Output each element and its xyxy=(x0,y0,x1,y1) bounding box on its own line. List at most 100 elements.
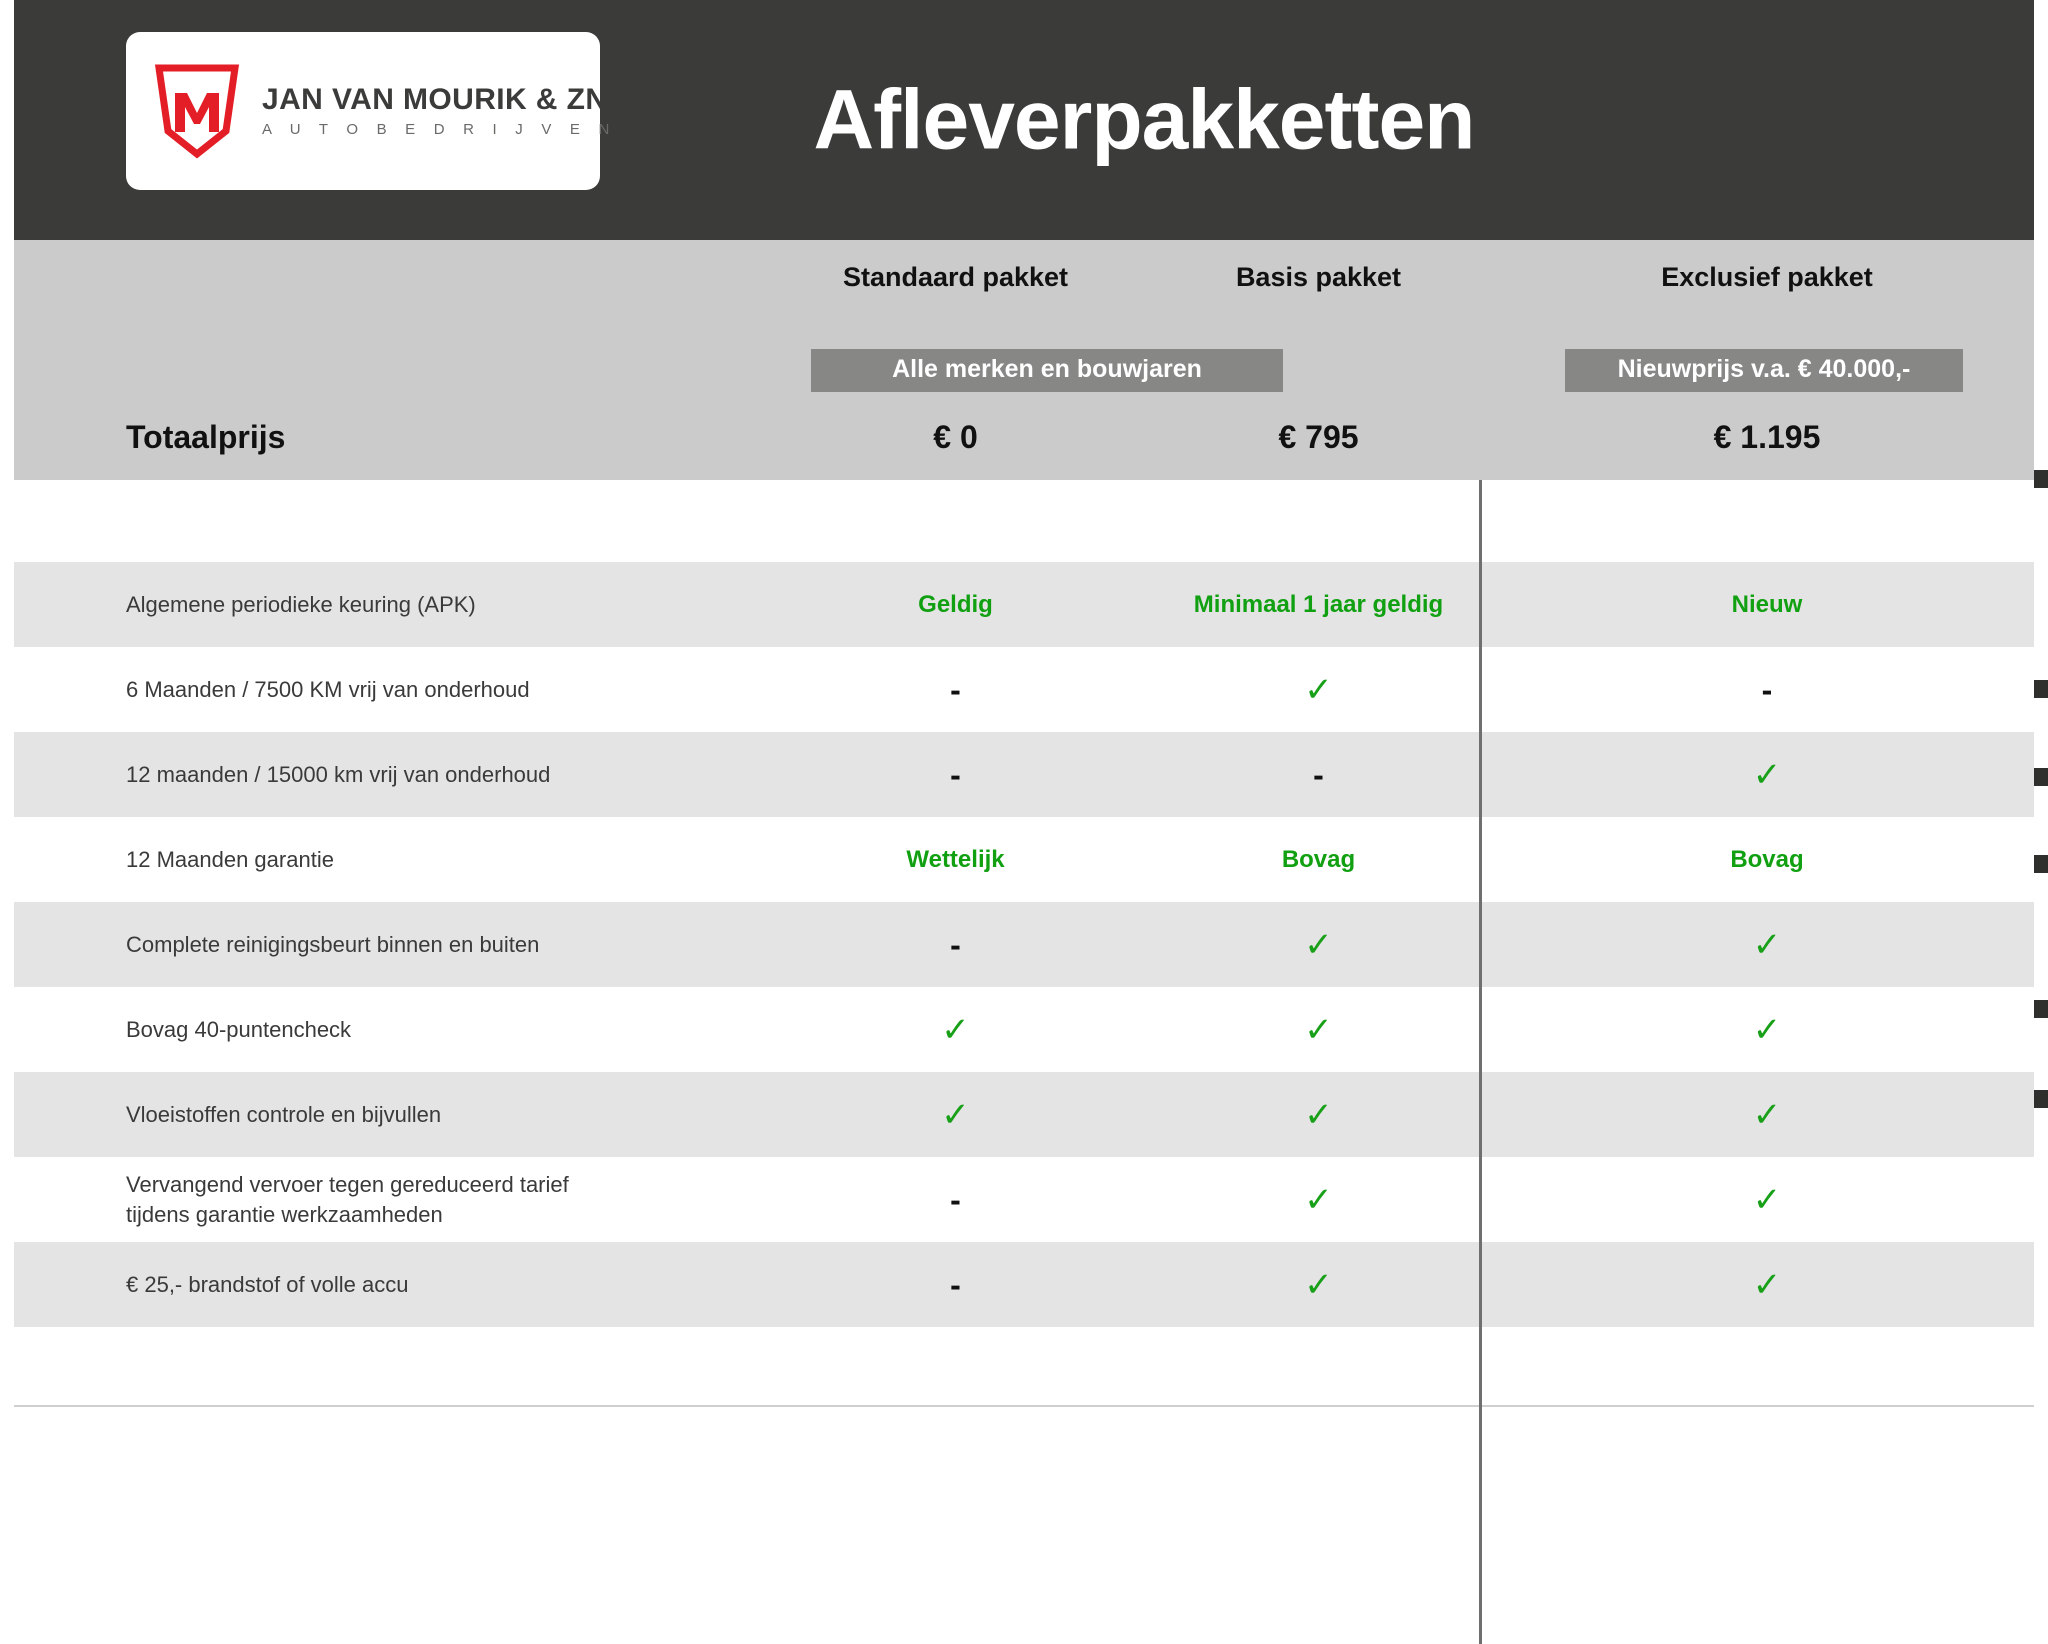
table-row: 12 maanden / 15000 km vrij van onderhoud… xyxy=(14,732,2034,817)
edge-tick-2 xyxy=(2034,680,2048,698)
feature-label: 12 Maanden garantie xyxy=(14,817,774,902)
feature-rows-container: Algemene periodieke keuring (APK) Geldig M… xyxy=(14,562,2034,1327)
column-header-standaard: Standaard pakket xyxy=(774,240,1137,395)
cell-exclusief: ✓ xyxy=(1500,902,2034,987)
feature-label: Vervangend vervoer tegen gereduceerd tar… xyxy=(14,1157,774,1242)
cell-exclusief: ✓ xyxy=(1500,1072,2034,1157)
cell-standaard: - xyxy=(774,647,1137,732)
check-icon: ✓ xyxy=(1752,1010,1782,1049)
feature-label: Vloeistoffen controle en bijvullen xyxy=(14,1072,774,1157)
cell-basis: ✓ xyxy=(1137,902,1500,987)
cell-basis: - xyxy=(1137,732,1500,817)
package-titles-row: Standaard pakket Basis pakket Exclusief … xyxy=(14,240,2034,395)
cell-standaard: ✓ xyxy=(774,987,1137,1072)
price-cell-standaard: € 0 xyxy=(774,395,1137,480)
package-comparison-table: Standaard pakket Basis pakket Exclusief … xyxy=(14,240,2034,1644)
cell-basis: ✓ xyxy=(1137,647,1500,732)
value-text: Geldig xyxy=(918,590,993,618)
value-text: Bovag xyxy=(1281,845,1356,873)
exclusive-column-divider xyxy=(1479,480,1482,1644)
price-exclusief: € 1.195 xyxy=(1713,419,1821,455)
cell-standaard: - xyxy=(774,902,1137,987)
logo-text-block: JAN VAN MOURIK & ZN A U T O B E D R I J … xyxy=(262,84,617,138)
check-icon: ✓ xyxy=(1752,1265,1782,1304)
totals-row: Totaalprijs € 0 € 795 € 1.195 xyxy=(14,395,2034,480)
feature-label-line1: 12 Maanden garantie xyxy=(126,846,334,872)
cell-basis: ✓ xyxy=(1137,987,1500,1072)
cell-basis: Minimaal 1 jaar geldig xyxy=(1137,562,1500,647)
company-tagline: A U T O B E D R I J V E N xyxy=(262,120,617,138)
dash-marker: - xyxy=(950,1181,961,1218)
cell-exclusief: Nieuw xyxy=(1500,562,2034,647)
dash-marker: - xyxy=(950,756,961,793)
cell-exclusief: - xyxy=(1500,647,2034,732)
value-text: Minimaal 1 jaar geldig xyxy=(1193,590,1444,618)
check-icon: ✓ xyxy=(941,1095,970,1134)
check-icon: ✓ xyxy=(1304,1010,1333,1049)
edge-tick-1 xyxy=(2034,470,2048,488)
feature-label: 12 maanden / 15000 km vrij van onderhoud xyxy=(14,732,774,817)
table-row: Complete reinigingsbeurt binnen en buite… xyxy=(14,902,2034,987)
price-basis: € 795 xyxy=(1278,419,1359,455)
page-header: JAN VAN MOURIK & ZN A U T O B E D R I J … xyxy=(14,0,2034,240)
feature-label-line1: Vloeistoffen controle en bijvullen xyxy=(126,1101,442,1127)
edge-tick-6 xyxy=(2034,1090,2048,1108)
cell-exclusief: ✓ xyxy=(1500,1157,2034,1242)
page-title: Afleverpakketten xyxy=(813,72,1476,167)
dash-marker: - xyxy=(1761,671,1773,708)
feature-label-line1: Bovag 40-puntencheck xyxy=(126,1016,352,1042)
cell-standaard: ✓ xyxy=(774,1072,1137,1157)
package-title-standaard: Standaard pakket xyxy=(842,262,1069,292)
check-icon: ✓ xyxy=(1752,1095,1782,1134)
cell-exclusief: ✓ xyxy=(1500,732,2034,817)
table-row: 6 Maanden / 7500 KM vrij van onderhoud - ✓… xyxy=(14,647,2034,732)
cell-standaard: - xyxy=(774,1157,1137,1242)
value-text: Bovag xyxy=(1730,845,1804,873)
edge-tick-5 xyxy=(2034,1000,2048,1018)
feature-label-line1: € 25,- brandstof of volle accu xyxy=(126,1271,409,1297)
company-name: JAN VAN MOURIK & ZN xyxy=(262,83,608,117)
feature-label-line1: 12 maanden / 15000 km vrij van onderhoud xyxy=(126,761,551,787)
dash-marker: - xyxy=(950,671,961,708)
check-icon: ✓ xyxy=(1304,925,1333,964)
badge-nieuwprijs: Nieuwprijs v.a. € 40.000,- xyxy=(1565,349,1963,392)
feature-label-line2: tijdens garantie werkzaamheden xyxy=(126,1201,443,1227)
package-title-exclusief: Exclusief pakket xyxy=(1661,262,1873,292)
cell-basis: ✓ xyxy=(1137,1242,1500,1327)
package-title-basis: Basis pakket xyxy=(1235,262,1402,292)
check-icon: ✓ xyxy=(1304,1180,1333,1219)
feature-label: Algemene periodieke keuring (APK) xyxy=(14,562,774,647)
exclusive-badge-wrap: Nieuwprijs v.a. € 40.000,- xyxy=(1565,349,1963,393)
table-row: € 25,- brandstof of volle accu - ✓ ✓ xyxy=(14,1242,2034,1327)
cell-standaard: - xyxy=(774,732,1137,817)
edge-tick-3 xyxy=(2034,768,2048,786)
price-standaard: € 0 xyxy=(933,419,978,455)
table-bottom-padding xyxy=(14,1327,2034,1405)
check-icon: ✓ xyxy=(1304,1095,1333,1134)
afleverpakketten-page: JAN VAN MOURIK & ZN A U T O B E D R I J … xyxy=(14,0,2048,1644)
feature-label-line1: Algemene periodieke keuring (APK) xyxy=(126,591,476,617)
feature-label-line1: 6 Maanden / 7500 KM vrij van onderhoud xyxy=(126,676,530,702)
cell-exclusief: ✓ xyxy=(1500,987,2034,1072)
check-icon: ✓ xyxy=(1752,1180,1782,1219)
column-header-basis: Basis pakket xyxy=(1137,240,1500,395)
value-text: Nieuw xyxy=(1731,590,1803,618)
price-cell-exclusief: € 1.195 xyxy=(1500,395,2034,480)
bottom-rule xyxy=(14,1405,2034,1425)
table-row: Algemene periodieke keuring (APK) Geldig M… xyxy=(14,562,2034,647)
totals-label: Totaalprijs xyxy=(126,419,286,455)
table-row: 12 Maanden garantie Wettelijk Bovag Bovag xyxy=(14,817,2034,902)
cell-basis: ✓ xyxy=(1137,1072,1500,1157)
value-text: Wettelijk xyxy=(906,845,1005,873)
check-icon: ✓ xyxy=(941,1010,970,1049)
cell-standaard: - xyxy=(774,1242,1137,1327)
cell-standaard: Geldig xyxy=(774,562,1137,647)
check-icon: ✓ xyxy=(1304,670,1333,709)
cell-exclusief: Bovag xyxy=(1500,817,2034,902)
badge-alle-merken: Alle merken en bouwjaren xyxy=(811,349,1283,392)
feature-label: 6 Maanden / 7500 KM vrij van onderhoud xyxy=(14,647,774,732)
cell-basis: Bovag xyxy=(1137,817,1500,902)
check-icon: ✓ xyxy=(1304,1265,1333,1304)
company-logo-card: JAN VAN MOURIK & ZN A U T O B E D R I J … xyxy=(126,32,609,190)
feature-label: Complete reinigingsbeurt binnen en buite… xyxy=(14,902,774,987)
